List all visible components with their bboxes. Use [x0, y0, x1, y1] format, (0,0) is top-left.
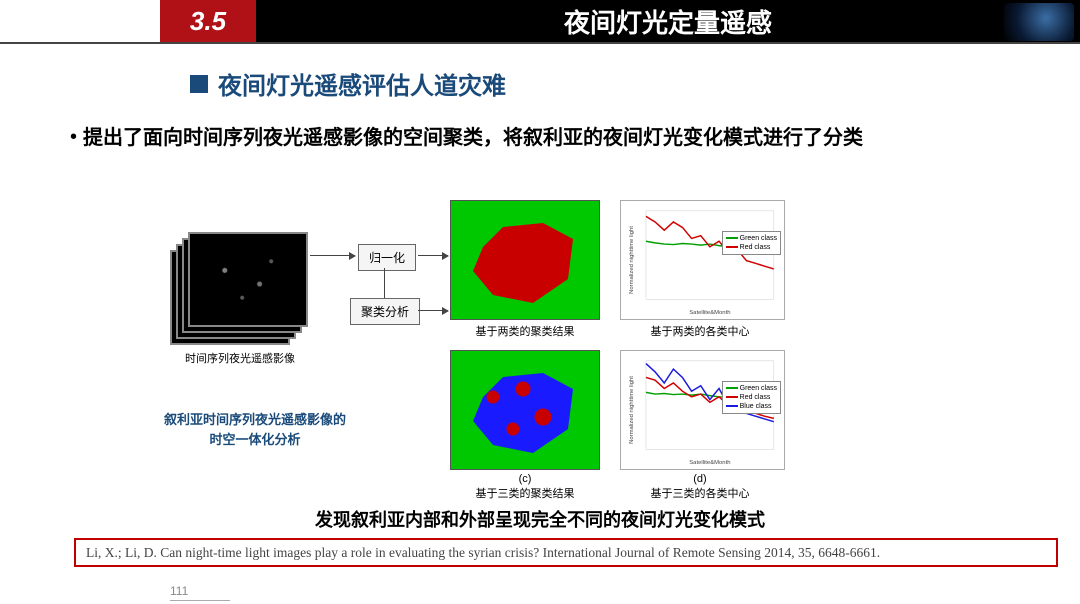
section-number-badge: 3.5: [160, 0, 256, 42]
body-bullet-row: • 提出了面向时间序列夜光遥感影像的空间聚类，将叙利亚的夜间灯光变化模式进行了分…: [70, 123, 1010, 153]
map-three-class-caption: 基于三类的聚类结果: [476, 488, 575, 500]
image-stack-caption: 时间序列夜光遥感影像: [150, 350, 330, 366]
map-two-class-caption: 基于两类的聚类结果: [445, 323, 605, 339]
bullet-dot-icon: •: [70, 123, 77, 153]
map-two-class: 100 Scale━━ Kilometers: [450, 200, 600, 320]
chart-three-class-caption: 基于三类的各类中心: [651, 488, 750, 500]
conclusion-text: 发现叙利亚内部和外部呈现完全不同的夜间灯光变化模式: [0, 506, 1080, 532]
chart-legend: Green class Red class Blue class: [722, 381, 781, 414]
svg-text:Satellite&Month: Satellite&Month: [689, 310, 730, 316]
svg-text:Satellite&Month: Satellite&Month: [689, 460, 730, 466]
citation-box: Li, X.; Li, D. Can night-time light imag…: [74, 538, 1058, 567]
map-three-class: 100 Scale━━ Kilometers: [450, 350, 600, 470]
subtitle-row: 夜间灯光遥感评估人道灾难: [190, 66, 1080, 101]
normalize-box: 归一化: [358, 244, 416, 271]
arrow-icon: [418, 255, 448, 256]
blue-caption-line2: 时空一体化分析: [209, 432, 300, 447]
slide-title-bar: 夜间灯光定量遥感: [256, 0, 1080, 42]
image-stack: [170, 230, 310, 340]
chart-three-class-sub: (d) 基于三类的各类中心: [620, 473, 780, 501]
blue-caption-line1: 叙利亚时间序列夜光遥感影像的: [164, 412, 346, 427]
body-text: 提出了面向时间序列夜光遥感影像的空间聚类，将叙利亚的夜间灯光变化模式进行了分类: [83, 123, 863, 153]
earth-icon: [1004, 3, 1074, 41]
svg-text:Normalized nighttime light: Normalized nighttime light: [629, 376, 635, 444]
subtitle-text: 夜间灯光遥感评估人道灾难: [218, 66, 506, 101]
map-three-class-sub: (c) 基于三类的聚类结果: [445, 473, 605, 501]
slide-header: 3.5 夜间灯光定量遥感: [0, 0, 1080, 44]
workflow-diagram: 时间序列夜光遥感影像 叙利亚时间序列夜光遥感影像的 时空一体化分析 归一化 聚类…: [140, 200, 930, 500]
line-chart-icon: Normalized nighttime light Satellite&Mon…: [621, 201, 784, 319]
arrow-icon: [310, 255, 355, 256]
chart-two-class-caption: 基于两类的各类中心: [620, 323, 780, 339]
workflow-blue-caption: 叙利亚时间序列夜光遥感影像的 时空一体化分析: [140, 410, 370, 450]
chart-legend: Green class Red class: [722, 231, 781, 255]
svg-text:Normalized nighttime light: Normalized nighttime light: [629, 226, 635, 294]
chart-three-class: Normalized nighttime light Satellite&Mon…: [620, 350, 785, 470]
arrow-icon: [384, 268, 385, 298]
chart-two-class: Normalized nighttime light Satellite&Mon…: [620, 200, 785, 320]
page-number: 111: [170, 584, 230, 601]
arrow-icon: [418, 310, 448, 311]
square-bullet-icon: [190, 75, 208, 93]
cluster-box: 聚类分析: [350, 298, 420, 325]
slide-title: 夜间灯光定量遥感: [564, 3, 772, 40]
